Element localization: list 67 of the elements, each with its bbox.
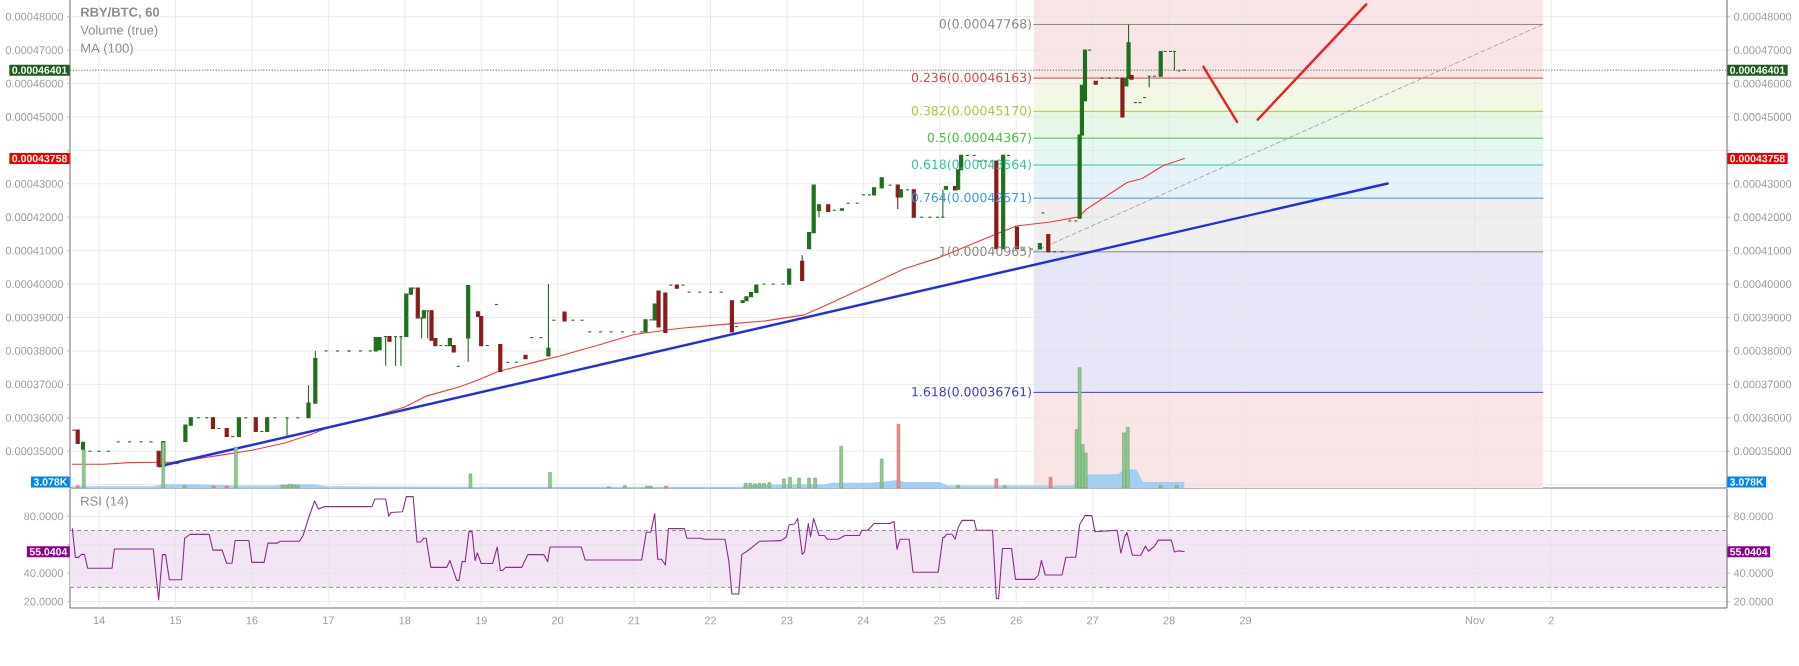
- x-tick-label: 14: [93, 616, 105, 625]
- y-tick-label: 0.00035000: [5, 447, 64, 456]
- text: 0.00043758: [1730, 154, 1785, 163]
- series-label: 0(0.00047768): [939, 18, 1031, 31]
- y2-tick-label: 0.00040000: [1733, 280, 1792, 288]
- y-tick-label: 0.00038000: [5, 347, 64, 355]
- series-label: 0.5(0.00044367): [927, 132, 1031, 144]
- y-tick-label: 0.00040000: [5, 280, 64, 288]
- y2-tick-label: 0.00035000: [1733, 447, 1792, 456]
- x-tick-label: 2: [1548, 616, 1554, 625]
- y2-tick-label: 20.0000: [1734, 597, 1773, 606]
- y-tick-label: 0.00043000: [5, 179, 64, 188]
- y-tick-label: 0.00048000: [5, 12, 64, 21]
- chart-title: RBY/BTC, 60: [81, 7, 160, 19]
- y-tick-label: 0.00041000: [5, 246, 64, 255]
- y-tick-label: 20.0000: [24, 597, 64, 606]
- x-tick-label: 15: [170, 616, 182, 625]
- x-tick-label: Nov: [1465, 616, 1485, 625]
- ref-line-label: 0.00046401: [12, 66, 67, 74]
- x-tick-label: 22: [704, 616, 717, 625]
- series-label: 1.618(0.00036761): [912, 386, 1031, 398]
- y2-tick-label: 0.00045000: [1733, 113, 1792, 121]
- x-tick-label: 17: [323, 616, 334, 625]
- y2-tick-label: 0.00036000: [1733, 413, 1792, 422]
- y2-tick-label: 0.00048000: [1733, 12, 1792, 21]
- y2-tick-label: 0.00041000: [1733, 246, 1792, 255]
- y2-tick-label: 0.00037000: [1733, 380, 1792, 389]
- y2-tick-label: 40.0000: [1733, 569, 1773, 578]
- text: RSI (14): [81, 496, 128, 509]
- x-tick-label: 21: [628, 616, 640, 625]
- x-tick-label: 20: [552, 616, 564, 625]
- text: 3.078K: [33, 478, 68, 486]
- y2-tick-label: 0.00046000: [1733, 79, 1792, 88]
- chart-title: Volume (true): [80, 25, 158, 38]
- y2-tick-label: 80.0000: [1734, 512, 1773, 521]
- text: 3.078K: [1729, 478, 1764, 486]
- x-tick-label: 25: [934, 616, 946, 625]
- y-tick-label: 0.00047000: [5, 46, 64, 55]
- y2-tick-label: 0.00042000: [1733, 213, 1792, 222]
- y-tick-label: 0.00037000: [5, 380, 64, 389]
- y-tick-label: 0.00046000: [5, 79, 64, 88]
- x-tick-label: 26: [1010, 616, 1022, 625]
- x-tick-label: 18: [399, 616, 411, 625]
- series-label: 0.236(0.00046163): [911, 72, 1031, 84]
- text: 0.00043758: [12, 154, 67, 163]
- y-tick-label: 0.00045000: [5, 113, 64, 121]
- x-tick-label: 23: [781, 616, 793, 625]
- x-tick-label: 24: [857, 616, 870, 625]
- x-tick-label: 28: [1163, 616, 1175, 625]
- text: MA (100): [81, 43, 133, 56]
- text: 55.0404: [29, 548, 68, 556]
- series-label: 0.382(0.00045170): [911, 105, 1031, 117]
- y-tick-label: 0.00039000: [5, 313, 64, 322]
- x-tick-label: 27: [1087, 616, 1099, 625]
- x-tick-label: 19: [475, 616, 487, 625]
- x-tick-label: 29: [1239, 616, 1252, 625]
- y-tick-label: 0.00042000: [5, 213, 64, 222]
- y2-tick-label: 0.00038000: [1733, 347, 1792, 355]
- x-tick-label: 16: [246, 616, 258, 625]
- y2-tick-label: 0.00043000: [1733, 179, 1792, 188]
- text: 0.00046401: [1730, 66, 1785, 74]
- y-tick-label: 40.0000: [23, 569, 64, 578]
- y2-tick-label: 0.00039000: [1733, 313, 1792, 322]
- text: 55.0404: [1730, 548, 1768, 556]
- y-tick-label: 80.0000: [24, 512, 64, 521]
- y-tick-label: 0.00036000: [5, 413, 64, 422]
- y2-tick-label: 0.00047000: [1733, 46, 1792, 55]
